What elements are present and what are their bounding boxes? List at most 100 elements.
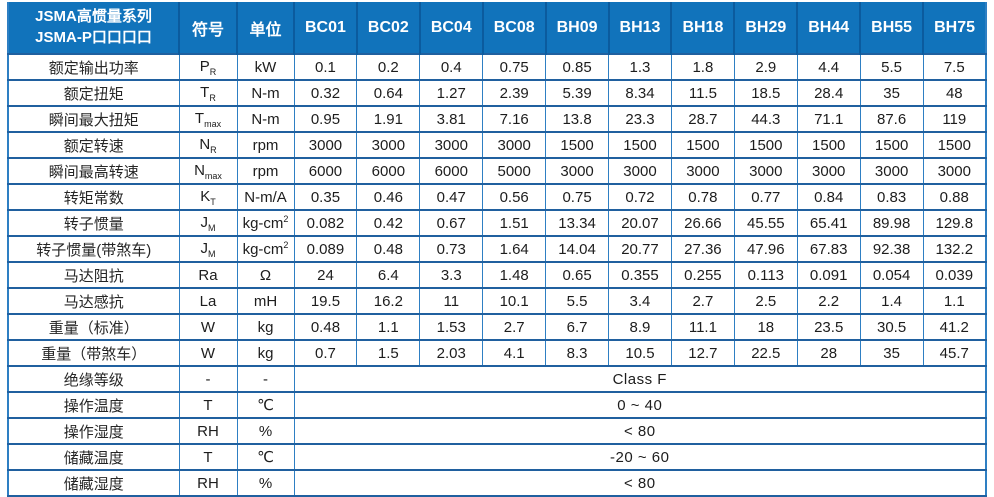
symbol-base: W bbox=[200, 318, 216, 336]
value-cell: 132.2 bbox=[922, 235, 987, 263]
value-cell: 44.3 bbox=[733, 105, 798, 133]
spec-row: 马达感抗 La mH 19.5 16.2 11 10.1 5.5 3.4 2.7 2.5 2.2 1.4… bbox=[7, 287, 987, 315]
value-cell: 2.2 bbox=[796, 287, 861, 315]
symbol-subscript: max bbox=[204, 170, 222, 181]
model-column-header: BH09 bbox=[544, 2, 609, 54]
value-cell: 0.85 bbox=[545, 53, 610, 81]
row-label: 重量（标准） bbox=[7, 313, 180, 341]
value-cell: 0.78 bbox=[670, 183, 735, 211]
merged-value-cell: < 80 bbox=[293, 417, 987, 445]
value-cell: 35 bbox=[859, 339, 924, 367]
value-cell: 7.16 bbox=[482, 105, 547, 133]
value-cell: 11 bbox=[419, 287, 484, 315]
symbol-subscript: R bbox=[209, 92, 216, 103]
row-label: 转子惯量(带煞车) bbox=[7, 235, 180, 263]
value-cell: 0.46 bbox=[356, 183, 421, 211]
value-cell: 3000 bbox=[859, 157, 924, 185]
value-cell: 0.88 bbox=[922, 183, 987, 211]
value-cell: 6000 bbox=[419, 157, 484, 185]
row-label: 额定输出功率 bbox=[7, 53, 180, 81]
symbol-cell: Nmax bbox=[178, 157, 238, 185]
value-cell: 3000 bbox=[419, 131, 484, 159]
value-cell: 0.67 bbox=[419, 209, 484, 237]
value-cell: 1500 bbox=[670, 131, 735, 159]
spec-row: 瞬间最高转速 Nmax rpm 6000 6000 6000 5000 3000 3000 300… bbox=[7, 157, 987, 185]
symbol-base: P bbox=[199, 57, 210, 75]
series-title: JSMA高惯量系列 JSMA-P口口口口 bbox=[8, 2, 179, 54]
symbol-base: J bbox=[200, 213, 209, 231]
merged-value-cell: Class F bbox=[293, 365, 987, 393]
unit-superscript: 2 bbox=[283, 213, 289, 224]
spec-row: 转矩常数 KT N-m/A 0.35 0.46 0.47 0.56 0.75 0.72 0.78 0… bbox=[7, 183, 987, 211]
value-cell: 24 bbox=[293, 261, 358, 289]
value-cell: 10.5 bbox=[608, 339, 672, 367]
value-cell: 1500 bbox=[608, 131, 672, 159]
unit-cell: N-m bbox=[236, 105, 295, 133]
value-cell: 87.6 bbox=[859, 105, 924, 133]
symbol-cell: T bbox=[178, 443, 238, 471]
value-cell: 3000 bbox=[796, 157, 861, 185]
value-cell: 2.7 bbox=[670, 287, 735, 315]
value-cell: 0.64 bbox=[356, 79, 421, 107]
row-label: 储藏温度 bbox=[7, 443, 180, 471]
value-cell: 1.64 bbox=[482, 235, 547, 263]
row-label: 转子惯量 bbox=[7, 209, 180, 237]
value-cell: 1.4 bbox=[859, 287, 924, 315]
symbol-column-header: 符号 bbox=[178, 2, 237, 54]
value-cell: 1500 bbox=[545, 131, 610, 159]
value-cell: 13.8 bbox=[545, 105, 610, 133]
value-cell: 8.3 bbox=[545, 339, 610, 367]
value-cell: 14.04 bbox=[545, 235, 610, 263]
value-cell: 1.51 bbox=[482, 209, 547, 237]
value-cell: 2.9 bbox=[733, 53, 798, 81]
symbol-cell: RH bbox=[178, 417, 238, 445]
row-label: 马达阻抗 bbox=[7, 261, 180, 289]
value-cell: 3000 bbox=[922, 157, 987, 185]
value-cell: 0.113 bbox=[733, 261, 798, 289]
value-cell: 1.48 bbox=[482, 261, 547, 289]
value-cell: 0.56 bbox=[482, 183, 547, 211]
value-cell: 3000 bbox=[356, 131, 421, 159]
series-title-line2: JSMA-P口口口口 bbox=[35, 28, 152, 46]
datasheet-page: JSMA高惯量系列 JSMA-P口口口口 符号 单位 BC01 BC02 BC04 B… bbox=[7, 2, 987, 497]
value-cell: 1.8 bbox=[670, 53, 735, 81]
symbol-cell: W bbox=[178, 339, 238, 367]
value-cell: 19.5 bbox=[293, 287, 358, 315]
symbol-base: Ra bbox=[198, 266, 218, 284]
unit-cell: % bbox=[236, 417, 295, 445]
value-cell: 0.32 bbox=[293, 79, 358, 107]
value-cell: 10.1 bbox=[482, 287, 547, 315]
value-cell: 23.5 bbox=[796, 313, 861, 341]
symbol-subscript: R bbox=[209, 66, 217, 77]
model-column-header: BC01 bbox=[293, 2, 357, 54]
value-cell: 6.7 bbox=[545, 313, 610, 341]
value-cell: 1.91 bbox=[356, 105, 421, 133]
value-cell: 2.5 bbox=[733, 287, 798, 315]
value-cell: 0.83 bbox=[859, 183, 924, 211]
value-cell: 0.054 bbox=[859, 261, 924, 289]
value-cell: 6000 bbox=[356, 157, 421, 185]
model-column-header: BH13 bbox=[607, 2, 672, 54]
symbol-base: J bbox=[200, 239, 209, 257]
value-cell: 0.4 bbox=[419, 53, 484, 81]
value-cell: 0.355 bbox=[608, 261, 672, 289]
value-cell: 26.66 bbox=[670, 209, 735, 237]
merged-value-cell: < 80 bbox=[293, 469, 987, 497]
unit-cell: % bbox=[236, 469, 295, 497]
value-cell: 1500 bbox=[796, 131, 861, 159]
unit-cell: kg bbox=[236, 313, 295, 341]
value-cell: 18 bbox=[733, 313, 798, 341]
value-cell: 0.35 bbox=[293, 183, 358, 211]
value-cell: 35 bbox=[859, 79, 924, 107]
symbol-cell: Tmax bbox=[178, 105, 238, 133]
value-cell: 5.5 bbox=[859, 53, 924, 81]
value-cell: 3000 bbox=[293, 131, 358, 159]
row-label: 操作湿度 bbox=[7, 417, 180, 445]
value-cell: 0.091 bbox=[796, 261, 861, 289]
symbol-cell: La bbox=[178, 287, 238, 315]
model-column-header: BH44 bbox=[796, 2, 861, 54]
value-cell: 5.5 bbox=[545, 287, 610, 315]
value-cell: 23.3 bbox=[608, 105, 672, 133]
value-cell: 4.1 bbox=[482, 339, 547, 367]
